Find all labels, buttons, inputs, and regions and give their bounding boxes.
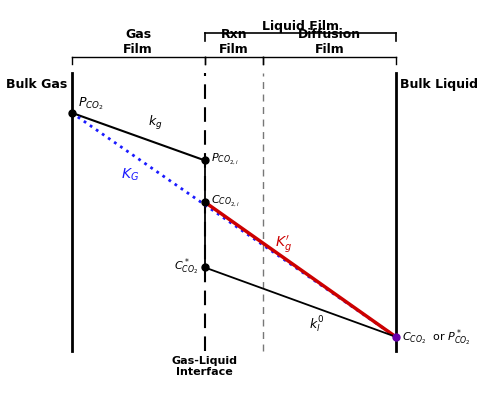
Text: $k_l^0$: $k_l^0$	[309, 314, 324, 334]
Text: Gas
Film: Gas Film	[123, 28, 153, 56]
Text: Bulk Liquid: Bulk Liquid	[399, 78, 477, 91]
Text: Rxn
Film: Rxn Film	[218, 28, 248, 56]
Text: $P_{CO_2}$: $P_{CO_2}$	[78, 95, 104, 111]
Text: $C^*_{CO_2}$: $C^*_{CO_2}$	[174, 255, 198, 276]
Text: $C_{CO_{2,i}}$: $C_{CO_{2,i}}$	[211, 193, 240, 208]
Text: Diffusion
Film: Diffusion Film	[297, 28, 360, 56]
Text: $P_{CO_{2,i}}$: $P_{CO_{2,i}}$	[211, 152, 239, 166]
Text: $K_g^{\prime}$: $K_g^{\prime}$	[274, 233, 291, 254]
Text: $k_g$: $k_g$	[147, 113, 162, 131]
Text: Bulk Gas: Bulk Gas	[6, 78, 67, 91]
Text: $C_{CO_2}$  or $P^*_{CO_2}$: $C_{CO_2}$ or $P^*_{CO_2}$	[401, 326, 469, 347]
Text: Gas-Liquid
Interface: Gas-Liquid Interface	[171, 355, 237, 376]
Text: Liquid Film: Liquid Film	[261, 20, 338, 32]
Text: $K_G$: $K_G$	[121, 166, 139, 182]
